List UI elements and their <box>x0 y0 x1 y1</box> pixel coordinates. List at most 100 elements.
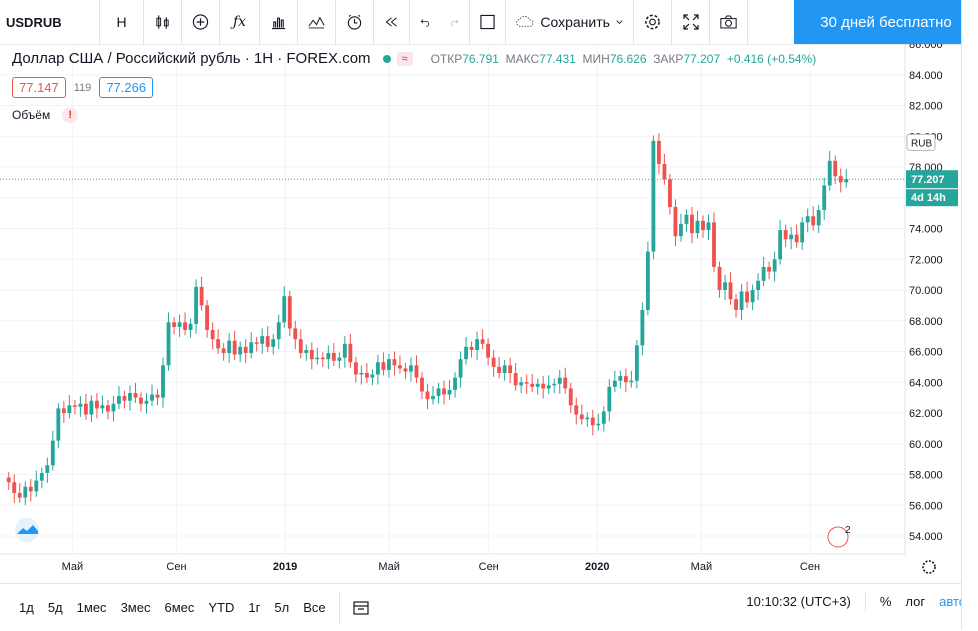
chart-settings-icon[interactable] <box>922 560 936 574</box>
last-price-label: 77.207 <box>911 174 945 186</box>
candle-body <box>447 389 452 395</box>
tradingview-logo-icon[interactable] <box>15 518 39 542</box>
candle-body <box>668 179 672 207</box>
currency-badge[interactable] <box>906 133 936 151</box>
candle-body <box>601 411 606 424</box>
fullscreen-icon[interactable] <box>672 0 710 44</box>
candle-body <box>150 394 154 401</box>
candle-body <box>320 357 325 360</box>
candle-body <box>662 163 667 180</box>
volume-legend: Объём ! <box>12 107 79 123</box>
candle-body <box>612 380 617 387</box>
candle-body <box>794 234 799 243</box>
candle-body <box>513 373 518 386</box>
undo-icon[interactable] <box>410 0 440 44</box>
clock[interactable]: 10:10:32 (UTC+3) <box>746 593 851 609</box>
candle-body <box>61 408 66 413</box>
timeframe-1[interactable]: 5д <box>47 600 63 615</box>
candle-body <box>210 329 215 340</box>
candle-body <box>155 394 160 398</box>
bar-style-icon[interactable] <box>144 0 182 44</box>
interval-button[interactable]: H <box>100 0 144 44</box>
bottom-right-controls: 10:10:32 (UTC+3) % лог авто <box>746 584 978 618</box>
candle-body <box>469 346 474 350</box>
candle-body <box>701 220 705 231</box>
candle-body <box>100 405 105 409</box>
candle-body <box>734 299 738 310</box>
timeframe-8[interactable]: Все <box>303 600 326 615</box>
candle-body <box>34 480 39 492</box>
log-toggle[interactable]: лог <box>905 593 926 609</box>
settings-icon[interactable] <box>634 0 672 44</box>
candle-body <box>651 140 656 252</box>
candle-body <box>28 486 33 492</box>
candle-body <box>353 362 358 375</box>
high-label: МАКС <box>505 51 540 66</box>
redo-icon[interactable] <box>440 0 470 44</box>
symbol-search-button[interactable]: USDRUB <box>0 0 100 44</box>
volume-warning-icon[interactable]: ! <box>62 107 79 123</box>
candle-body <box>480 339 485 344</box>
fx-icon[interactable]: ƒx <box>220 0 260 44</box>
candle-body <box>557 377 562 384</box>
candle-body <box>756 280 761 290</box>
countdown-label: 4d 14h <box>911 192 946 204</box>
timeframe-7[interactable]: 5л <box>274 600 290 615</box>
candle-body <box>94 400 99 409</box>
candle-body <box>656 140 661 164</box>
sell-button[interactable]: 77.147 <box>12 77 66 98</box>
quote-panel: 77.147 119 77.266 <box>12 77 154 98</box>
candle-body <box>673 206 678 237</box>
candle-body <box>585 417 590 420</box>
timeframe-group: 1д 5д 1мес 3мес 6мес YTD 1г 5л Все <box>0 591 333 625</box>
cloud-icon <box>516 16 534 27</box>
free-trial-label: 30 дней бесплатно <box>820 13 952 31</box>
indicator-add-icon[interactable] <box>182 0 220 44</box>
auto-toggle[interactable]: авто <box>939 593 966 609</box>
candle-body <box>789 234 794 240</box>
time-tick-label: Май <box>378 561 400 573</box>
candle-body <box>67 405 72 413</box>
date-range-icon[interactable] <box>338 590 382 625</box>
replay-icon[interactable] <box>374 0 410 44</box>
timeframe-2[interactable]: 1мес <box>76 600 107 615</box>
timeframe-3[interactable]: 3мес <box>120 600 151 615</box>
candle-body <box>271 339 276 347</box>
candle-body <box>276 322 281 340</box>
alert-icon[interactable] <box>336 0 374 44</box>
templates-icon[interactable] <box>260 0 298 44</box>
candle-body <box>144 400 149 404</box>
candle-body <box>238 346 243 355</box>
candle-body <box>425 391 430 400</box>
save-button[interactable]: Сохранить <box>506 0 634 44</box>
time-tick-label: Сен <box>800 561 820 573</box>
layout-icon[interactable] <box>470 0 506 44</box>
low-value: 76.626 <box>609 51 647 66</box>
free-trial-button[interactable]: 30 дней бесплатно <box>794 0 978 44</box>
candle-body <box>194 286 199 324</box>
percent-toggle[interactable]: % <box>879 593 892 609</box>
delay-icon[interactable]: ≈ <box>396 51 413 66</box>
candle-body <box>684 214 689 224</box>
symbol-legend: Доллар США / Российский рубль · 1H · FOR… <box>12 50 816 67</box>
candle-body <box>50 440 55 466</box>
candle-body <box>607 386 612 412</box>
candle-body <box>486 343 491 358</box>
compare-icon[interactable] <box>298 0 336 44</box>
candle-body <box>745 291 749 303</box>
price-chart[interactable]: 86.00084.00082.00080.00078.00076.00074.0… <box>0 44 960 583</box>
symbol-title: Доллар США / Российский рубль · 1H · FOR… <box>12 50 371 67</box>
camera-icon[interactable] <box>710 0 748 44</box>
candle-body <box>590 417 595 426</box>
timeframe-5[interactable]: YTD <box>208 600 235 615</box>
buy-button[interactable]: 77.266 <box>99 77 154 98</box>
candle-body <box>227 340 232 354</box>
candle-body <box>89 400 94 415</box>
timeframe-6[interactable]: 1г <box>248 600 261 615</box>
economic-event-icon[interactable] <box>827 526 849 548</box>
timeframe-0[interactable]: 1д <box>19 600 34 615</box>
candle-body <box>717 266 722 290</box>
timeframe-4[interactable]: 6мес <box>164 600 195 615</box>
candle-body <box>12 482 17 493</box>
candle-body <box>634 345 639 381</box>
